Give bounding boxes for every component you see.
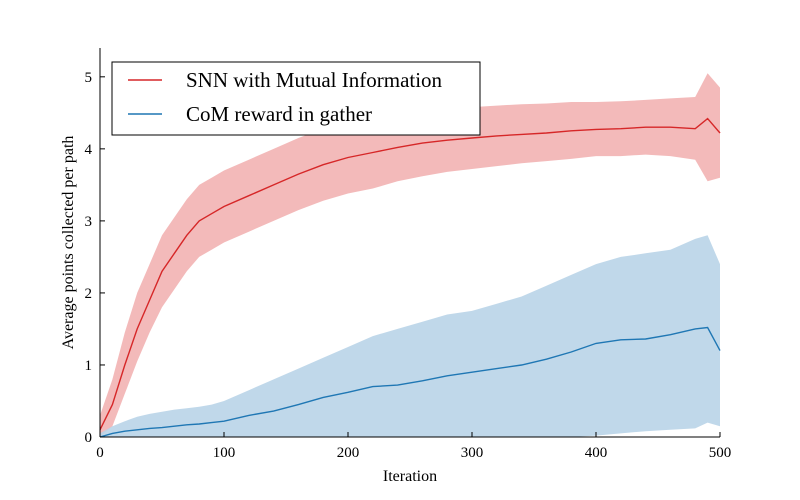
legend-label-snn: SNN with Mutual Information	[186, 68, 443, 92]
x-axis-label: Iteration	[383, 468, 437, 485]
axes	[99, 48, 720, 438]
x-tick-label-100: 100	[213, 445, 236, 461]
y-tick-label-4: 4	[85, 142, 93, 158]
line-series-0	[99, 117, 721, 431]
band-series-0	[100, 73, 720, 437]
legend-box	[111, 61, 481, 136]
ticks: 0 100 200 300 400 500 0 1 2 3 4 5	[85, 70, 732, 461]
y-tick-label-0: 0	[85, 430, 93, 446]
line-series-1	[99, 326, 721, 438]
x-tick-label-500: 500	[709, 445, 732, 461]
y-axis-label: Average points collected per path	[60, 136, 77, 350]
x-tick-label-300: 300	[461, 445, 484, 461]
y-tick-label-2: 2	[85, 286, 93, 302]
y-tick-label-3: 3	[85, 214, 93, 230]
legend: SNN with Mutual Information CoM reward i…	[111, 61, 481, 136]
confidence-bands	[100, 73, 720, 437]
y-tick-label-5: 5	[85, 70, 93, 86]
x-tick-label-400: 400	[585, 445, 608, 461]
x-tick-label-0: 0	[96, 445, 104, 461]
legend-label-com: CoM reward in gather	[186, 102, 372, 126]
x-tick-label-200: 200	[337, 445, 360, 461]
series-lines	[99, 117, 721, 438]
band-series-1	[100, 235, 720, 437]
y-tick-label-1: 1	[85, 358, 93, 374]
